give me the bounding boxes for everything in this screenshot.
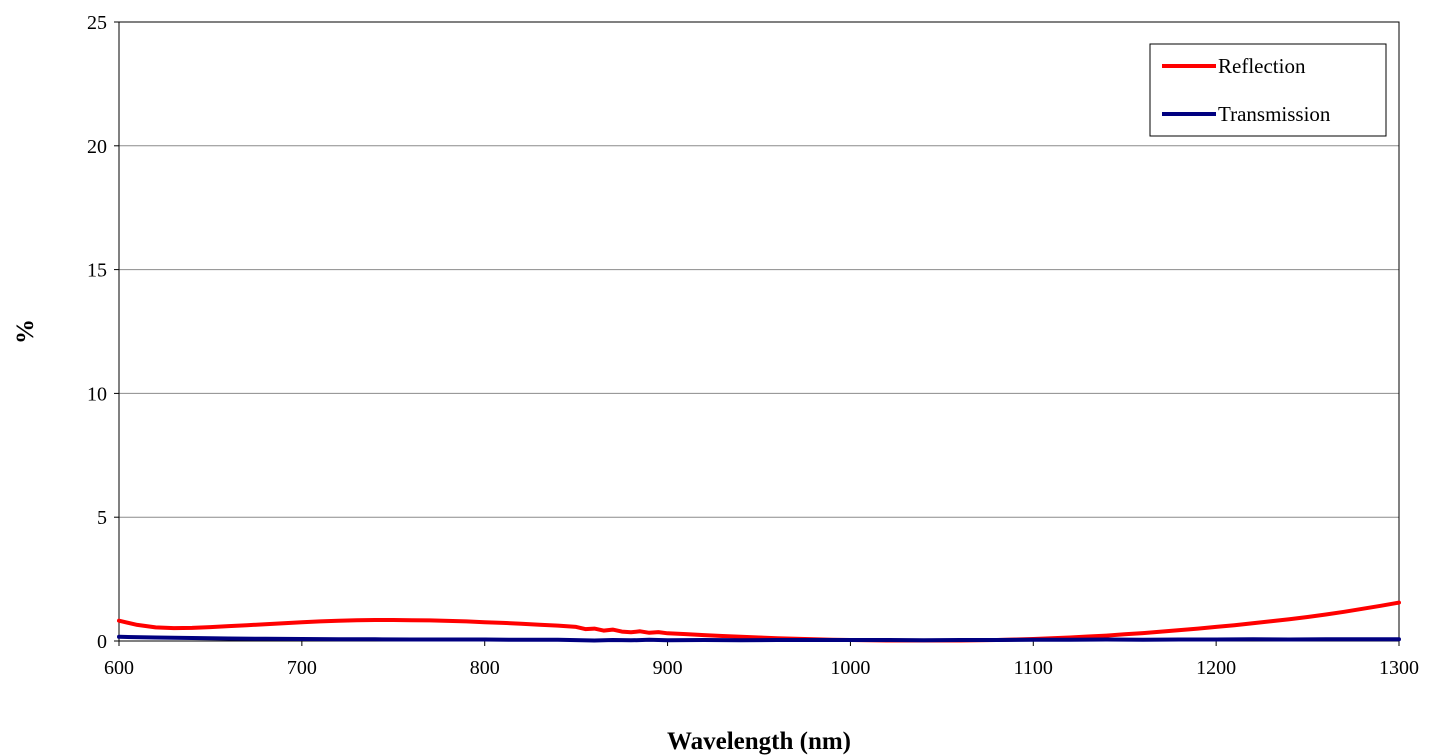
x-tick-label: 800 (470, 657, 500, 679)
legend-label: Transmission (1218, 102, 1331, 126)
legend-label: Reflection (1218, 54, 1306, 78)
x-axis-title: Wavelength (nm) (667, 728, 851, 755)
y-tick-label: 25 (87, 12, 107, 34)
y-axis-tick-labels: 0 5 10 15 20 25 (87, 12, 119, 653)
gridlines (119, 145, 1399, 518)
y-tick-label: 15 (87, 260, 107, 282)
legend: Reflection Transmission (1149, 43, 1387, 137)
x-tick-label: 1000 (830, 657, 870, 679)
x-tick-label: 1300 (1379, 657, 1419, 679)
y-tick-label: 10 (87, 383, 107, 405)
series-line-transmission (117, 634, 1401, 643)
y-axis-title: % (12, 319, 39, 344)
legend-box (1149, 43, 1387, 137)
x-tick-label: 900 (653, 657, 683, 679)
series-line-reflection (117, 600, 1401, 643)
x-tick-label: 700 (287, 657, 317, 679)
x-tick-label: 600 (104, 657, 134, 679)
x-axis-tick-labels: 600 700 800 900 1000 1100 1200 1300 (104, 641, 1419, 679)
x-tick-label: 1200 (1196, 657, 1236, 679)
y-tick-label: 0 (97, 631, 107, 653)
y-tick-label: 5 (97, 507, 107, 529)
y-tick-label: 20 (87, 136, 107, 158)
x-tick-label: 1100 (1014, 657, 1053, 679)
series-lines (117, 600, 1401, 643)
